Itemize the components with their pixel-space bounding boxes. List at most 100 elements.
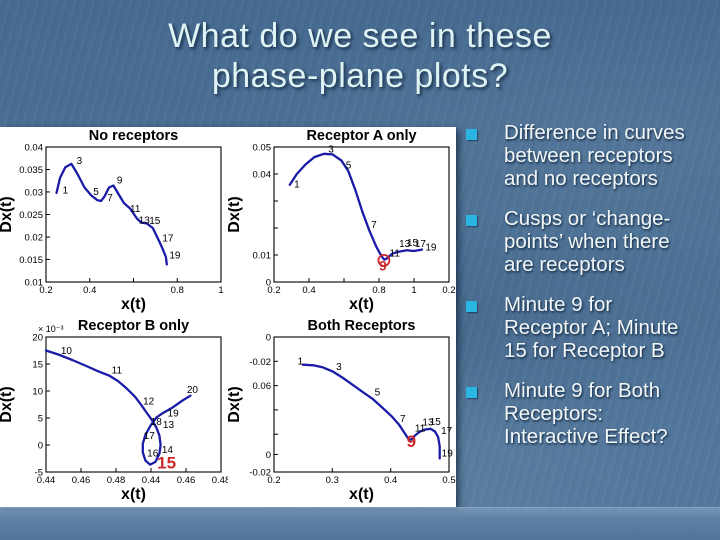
svg-text:0.2: 0.2 (442, 285, 455, 296)
svg-text:3: 3 (336, 362, 342, 373)
svg-text:18: 18 (151, 417, 163, 428)
svg-text:13: 13 (163, 420, 175, 431)
svg-text:15: 15 (157, 454, 176, 473)
svg-text:x(t): x(t) (121, 486, 146, 503)
svg-text:5: 5 (93, 187, 99, 198)
svg-text:0.8: 0.8 (372, 285, 385, 296)
svg-text:0.4: 0.4 (302, 285, 315, 296)
svg-text:0: 0 (266, 333, 271, 344)
footer-band (0, 507, 720, 540)
svg-text:Dx(t): Dx(t) (228, 196, 243, 232)
svg-text:19: 19 (168, 409, 180, 420)
svg-text:5: 5 (375, 388, 381, 399)
svg-text:0.46: 0.46 (177, 475, 196, 486)
svg-text:1: 1 (298, 357, 304, 368)
svg-text:7: 7 (400, 414, 406, 425)
svg-text:0.2: 0.2 (267, 475, 280, 486)
svg-text:11: 11 (130, 204, 141, 215)
svg-text:Dx(t): Dx(t) (0, 196, 15, 232)
svg-text:0.035: 0.035 (19, 165, 43, 176)
svg-text:19: 19 (169, 250, 181, 261)
svg-text:15: 15 (430, 417, 442, 428)
svg-text:0.05: 0.05 (253, 143, 272, 154)
svg-text:17: 17 (441, 426, 453, 437)
bullet-square-icon (466, 387, 477, 398)
bullet-item: Minute 9 for Both Receptors: Interactive… (458, 379, 720, 448)
plot-receptor-b-only: 0.44 0.46 0.48 0.44 0.46 0.48 20 15 10 5 0 -5 Recept… (0, 317, 228, 507)
svg-text:17: 17 (415, 239, 427, 250)
svg-text:3: 3 (77, 156, 83, 167)
svg-text:11: 11 (390, 248, 401, 259)
svg-text:1: 1 (63, 186, 69, 197)
svg-text:0.3: 0.3 (326, 475, 339, 486)
svg-text:10: 10 (32, 387, 43, 398)
bullet-square-icon (466, 301, 477, 312)
slide-title: What do we see in these phase-plane plot… (168, 17, 552, 95)
svg-text:3: 3 (328, 144, 334, 155)
svg-text:0.44: 0.44 (142, 475, 161, 486)
svg-text:13: 13 (139, 215, 151, 226)
svg-text:0: 0 (266, 278, 271, 289)
svg-text:13: 13 (422, 417, 434, 428)
svg-text:0.04: 0.04 (253, 170, 272, 181)
bullet-square-icon (466, 129, 477, 140)
svg-text:7: 7 (107, 193, 113, 204)
svg-text:0: 0 (38, 441, 43, 452)
bullet-text: Minute 9 for Receptor A; Minute 15 for R… (504, 293, 679, 362)
svg-text:1: 1 (294, 180, 300, 191)
svg-text:13: 13 (399, 239, 411, 250)
svg-text:0.01: 0.01 (253, 251, 272, 262)
svg-text:14: 14 (162, 445, 174, 456)
svg-text:x(t): x(t) (121, 296, 146, 313)
bullet-text: Minute 9 for Both Receptors: Interactive… (504, 379, 668, 448)
svg-text:x(t): x(t) (349, 296, 374, 313)
svg-text:17: 17 (144, 431, 156, 442)
svg-text:0.2: 0.2 (39, 285, 52, 296)
bullet-square-icon (466, 215, 477, 226)
svg-text:0.46: 0.46 (72, 475, 91, 486)
svg-text:-5: -5 (35, 468, 43, 479)
svg-text:15: 15 (407, 238, 419, 249)
svg-text:Both Receptors: Both Receptors (308, 318, 416, 334)
svg-text:16: 16 (147, 448, 159, 459)
svg-text:× 10⁻³: × 10⁻³ (38, 324, 64, 334)
svg-text:11: 11 (112, 365, 123, 376)
svg-text:Dx(t): Dx(t) (0, 386, 15, 422)
svg-text:5: 5 (346, 161, 352, 172)
svg-text:10: 10 (61, 346, 73, 357)
svg-text:-0.02: -0.02 (249, 357, 271, 368)
svg-text:-0.02: -0.02 (249, 468, 271, 479)
svg-text:11: 11 (415, 424, 426, 435)
svg-text:20: 20 (187, 385, 199, 396)
svg-text:0.44: 0.44 (37, 475, 56, 486)
svg-text:17: 17 (162, 234, 174, 245)
svg-text:0: 0 (266, 450, 271, 461)
svg-text:12: 12 (143, 397, 155, 408)
plot-both-receptors: 0.2 0.3 0.4 0.5 0 -0.02 0.06 0 -0.02 Both Recepto… (228, 317, 456, 507)
svg-text:0.03: 0.03 (25, 187, 44, 198)
plots-panel: 0.2 0.4 0.8 1 0.04 0.035 0.03 0.025 0.02 0.015 0.0… (0, 127, 456, 507)
svg-text:5: 5 (38, 414, 43, 425)
bullet-item: Minute 9 for Receptor A; Minute 15 for R… (458, 293, 720, 362)
svg-text:0.5: 0.5 (442, 475, 455, 486)
svg-text:15: 15 (32, 360, 43, 371)
svg-text:Receptor A only: Receptor A only (306, 128, 416, 144)
plot-receptor-a-only: 0.2 0.4 0.8 1 0.2 0.05 0.04 0.01 0 Receptor A onl… (228, 127, 456, 317)
svg-text:20: 20 (32, 333, 43, 344)
svg-text:9: 9 (117, 175, 123, 186)
bullet-item: Difference in curves between receptors a… (458, 121, 720, 190)
svg-text:0.04: 0.04 (25, 143, 44, 154)
svg-text:1: 1 (218, 285, 223, 296)
svg-text:Dx(t): Dx(t) (228, 386, 243, 422)
svg-text:0.02: 0.02 (25, 233, 44, 244)
svg-text:0.015: 0.015 (19, 255, 43, 266)
bullet-list: Difference in curves between receptors a… (458, 121, 720, 465)
plot-no-receptors: 0.2 0.4 0.8 1 0.04 0.035 0.03 0.025 0.02 0.015 0.0… (0, 127, 228, 317)
bullet-text: Difference in curves between receptors a… (504, 121, 685, 190)
svg-text:0.4: 0.4 (83, 285, 96, 296)
svg-text:19: 19 (425, 242, 437, 253)
svg-text:x(t): x(t) (349, 486, 374, 503)
svg-text:0.4: 0.4 (384, 475, 397, 486)
svg-text:9: 9 (407, 432, 416, 451)
